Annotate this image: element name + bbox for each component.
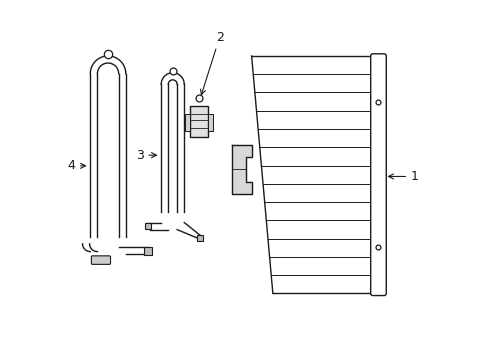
Text: 3: 3 [135,149,156,162]
Text: 4: 4 [67,159,85,172]
Text: 2: 2 [200,31,223,95]
FancyBboxPatch shape [91,256,110,264]
Polygon shape [232,145,251,194]
Bar [184,113,189,131]
Bar [189,105,207,138]
Bar [207,113,212,131]
FancyBboxPatch shape [370,54,386,296]
Text: 1: 1 [388,170,418,183]
